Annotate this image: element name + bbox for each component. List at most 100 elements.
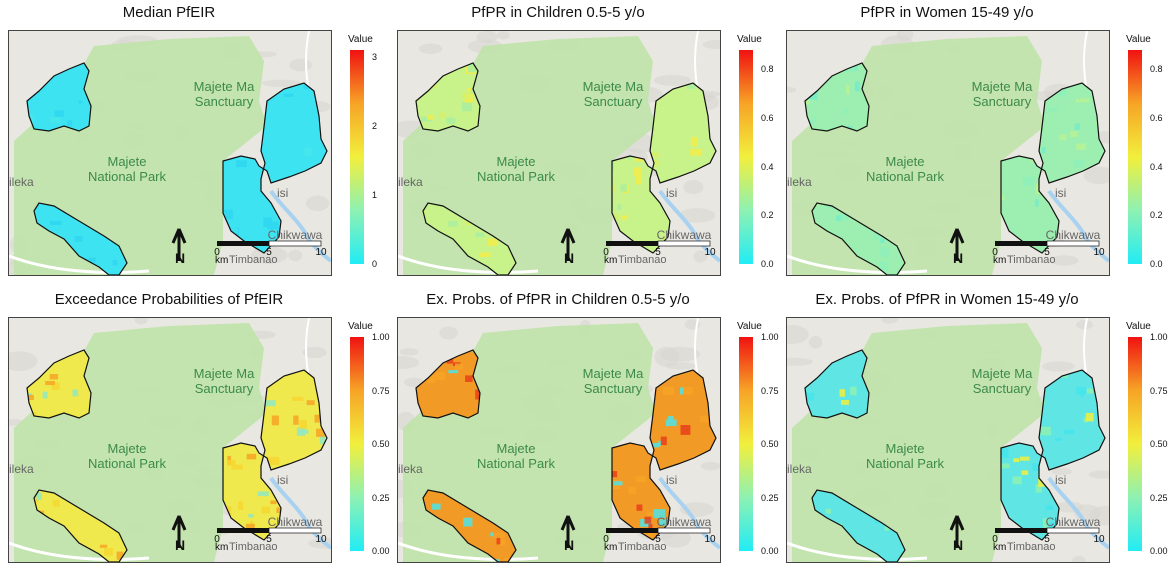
svg-text:10: 10 — [315, 534, 327, 545]
legend-tick-label: 0.25 — [372, 493, 390, 503]
legend-tick-label: 0.8 — [1150, 64, 1163, 74]
legend-tick-label: 1 — [372, 190, 377, 200]
svg-text:N: N — [953, 250, 963, 266]
svg-text:10: 10 — [704, 247, 716, 258]
legend-title: Value — [737, 34, 762, 45]
svg-text:10: 10 — [315, 247, 327, 258]
legend-tick-label: 0 — [372, 259, 377, 269]
map-panel: Exceedance Probabilities of PfEIR Majete … — [8, 287, 388, 574]
town-label: isi — [666, 473, 677, 487]
town-label: isi — [277, 186, 288, 200]
legend-tick-label: 0.4 — [1150, 162, 1163, 172]
legend-title: Value — [1126, 321, 1151, 332]
legend-tick-mark — [753, 69, 756, 70]
svg-text:10: 10 — [1093, 247, 1105, 258]
svg-text:N: N — [564, 250, 574, 266]
district-label: Chikwawa — [1046, 228, 1101, 242]
legend-tick-label: 0.50 — [761, 439, 779, 449]
sanctuary-label: Majete Ma — [972, 366, 1033, 381]
legend-tick-mark — [1142, 69, 1145, 70]
panel-title: Exceedance Probabilities of PfEIR — [8, 291, 330, 308]
svg-text:10: 10 — [1093, 534, 1105, 545]
town-label: isi — [277, 473, 288, 487]
legend-tick-label: 0.75 — [372, 386, 390, 396]
park-label: National Park — [477, 169, 556, 184]
sanctuary-label: Majete Ma — [194, 79, 255, 94]
legend-tick-label: 0.50 — [1150, 439, 1168, 449]
sanctuary-label: Sanctuary — [973, 381, 1032, 396]
legend-tick-mark — [364, 57, 367, 58]
legend-tick-label: 0.4 — [761, 162, 774, 172]
svg-text:km: km — [993, 255, 1006, 266]
park-label: Majete — [496, 441, 535, 456]
sanctuary-label: Majete Ma — [194, 366, 255, 381]
legend-tick-mark — [1142, 167, 1145, 168]
town-label: ileka — [398, 175, 423, 189]
district-label: Chikwawa — [268, 228, 323, 242]
legend-tick-mark — [753, 391, 756, 392]
legend-tick-mark — [364, 337, 367, 338]
park-label: Majete — [496, 154, 535, 169]
sanctuary-label: Sanctuary — [195, 381, 254, 396]
legend-tick-mark — [364, 126, 367, 127]
park-label: National Park — [866, 456, 945, 471]
legend-tick-mark — [1142, 264, 1145, 265]
park-label: National Park — [866, 169, 945, 184]
park-label: Majete — [107, 154, 146, 169]
town-label: isi — [666, 186, 677, 200]
legend-tick-mark — [753, 551, 756, 552]
legend-tick-mark — [753, 118, 756, 119]
svg-text:Timbanao: Timbanao — [618, 254, 667, 266]
town-label: ileka — [398, 462, 423, 476]
panel-title: Median PfEIR — [8, 4, 330, 21]
legend-tick-label: 1.00 — [761, 332, 779, 342]
legend-tick-label: 0.00 — [761, 546, 779, 556]
svg-text:Timbanao: Timbanao — [1007, 254, 1056, 266]
sanctuary-label: Majete Ma — [583, 79, 644, 94]
svg-text:Timbanao: Timbanao — [618, 541, 667, 553]
legend-tick-label: 0.2 — [761, 210, 774, 220]
legend-tick-label: 0.75 — [1150, 386, 1168, 396]
legend-tick-label: 0.0 — [761, 259, 774, 269]
panel-title: PfPR in Women 15-49 y/o — [786, 4, 1108, 21]
legend-title: Value — [737, 321, 762, 332]
town-label: isi — [1055, 186, 1066, 200]
park-label: National Park — [88, 456, 167, 471]
town-label: isi — [1055, 473, 1066, 487]
legend-tick-mark — [364, 444, 367, 445]
svg-text:N: N — [564, 537, 574, 553]
legend-tick-mark — [753, 337, 756, 338]
legend-tick-mark — [1142, 444, 1145, 445]
panel-title: Ex. Probs. of PfPR in Children 0.5-5 y/o — [397, 291, 719, 308]
legend-tick-mark — [753, 498, 756, 499]
svg-text:km: km — [604, 542, 617, 553]
legend-tick-mark — [1142, 391, 1145, 392]
legend-tick-label: 0.8 — [761, 64, 774, 74]
legend-tick-mark — [753, 215, 756, 216]
legend-tick-label: 0.75 — [761, 386, 779, 396]
legend-title: Value — [1126, 34, 1151, 45]
svg-text:N: N — [175, 537, 185, 553]
legend-tick-label: 0.6 — [761, 113, 774, 123]
legend-colorbar — [350, 337, 364, 551]
town-label: ileka — [9, 175, 34, 189]
sanctuary-label: Majete Ma — [972, 79, 1033, 94]
legend-tick-mark — [364, 195, 367, 196]
legend-tick-mark — [753, 264, 756, 265]
district-label: Chikwawa — [268, 515, 323, 529]
legend-title: Value — [348, 321, 373, 332]
town-label: ileka — [9, 462, 34, 476]
